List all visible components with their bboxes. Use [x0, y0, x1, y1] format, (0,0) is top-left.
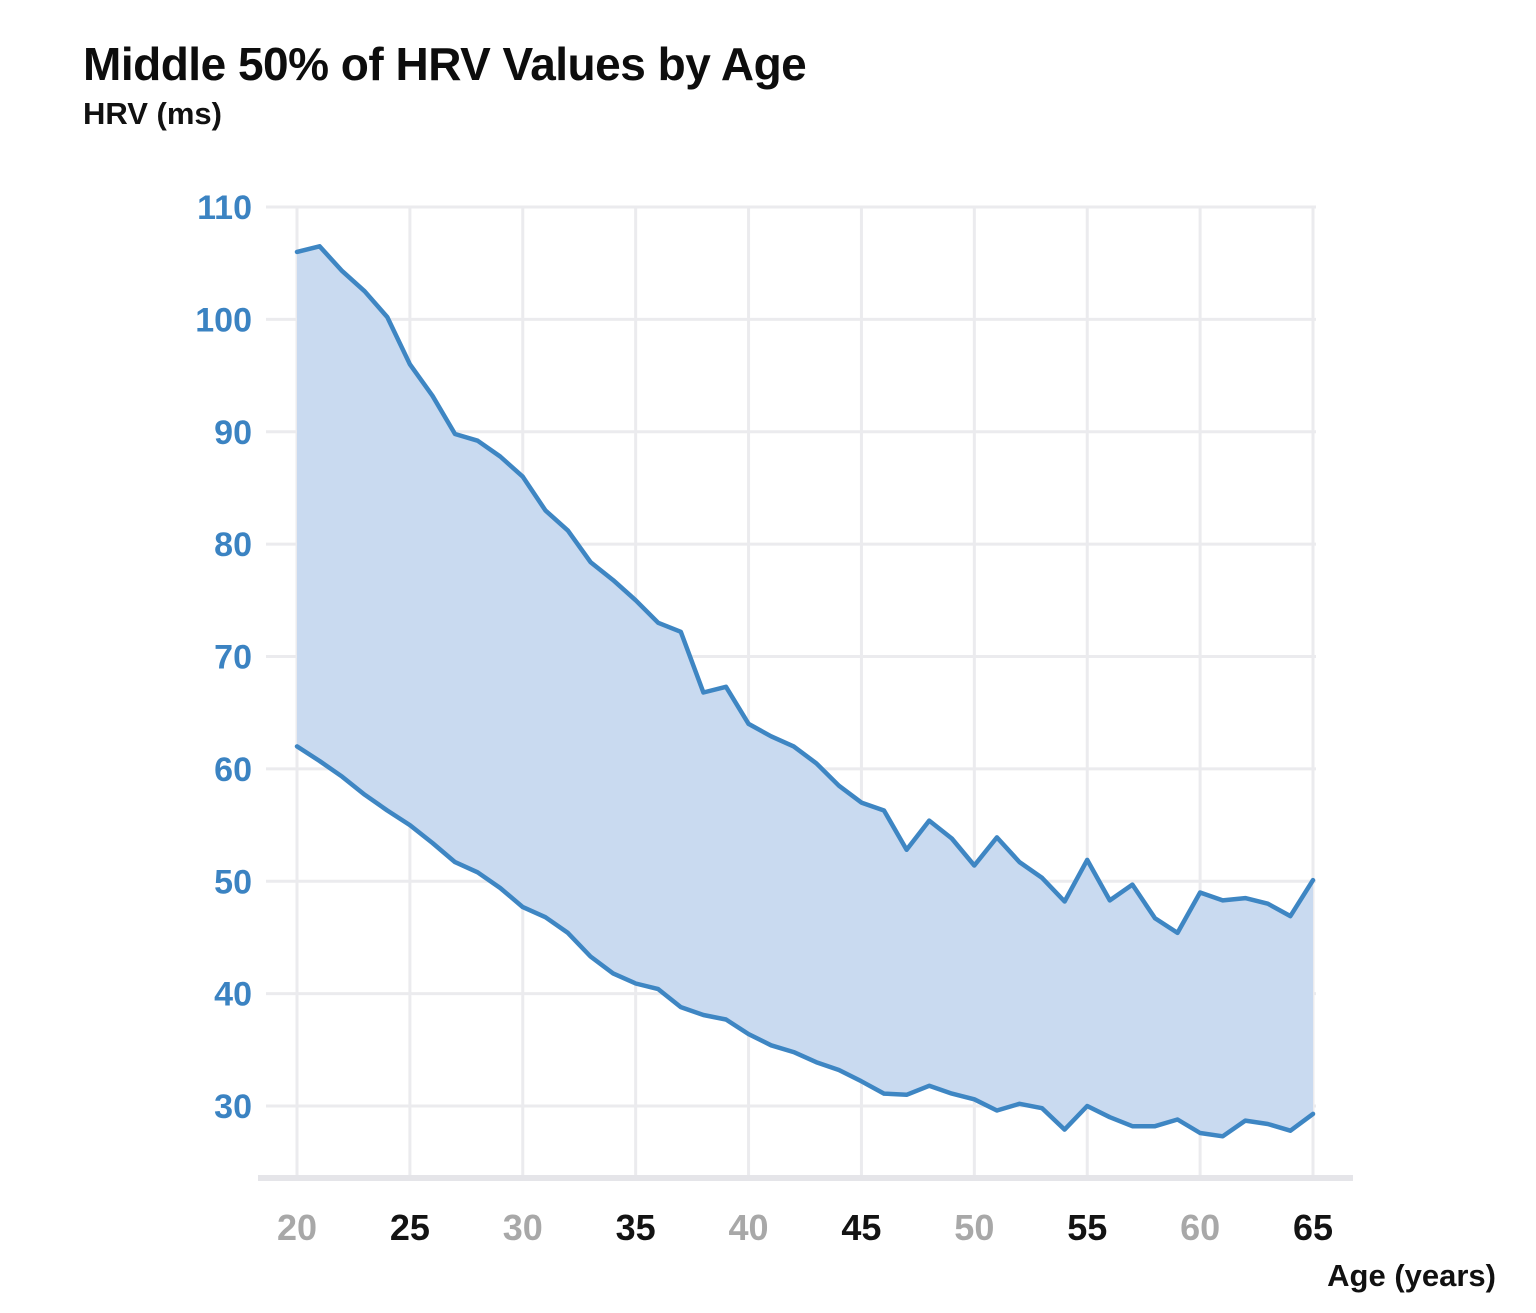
- y-tick-label: 90: [214, 414, 252, 452]
- y-tick-label: 40: [214, 976, 252, 1014]
- y-tick-label: 50: [214, 863, 252, 901]
- x-tick-label: 20: [277, 1207, 317, 1248]
- x-tick-label: 45: [841, 1207, 881, 1248]
- y-tick-label: 60: [214, 751, 252, 789]
- x-tick-label: 50: [954, 1207, 994, 1248]
- y-tick-label: 30: [214, 1088, 252, 1126]
- x-axis-label: Age (years): [1327, 1258, 1496, 1293]
- x-tick-label: 65: [1293, 1207, 1333, 1248]
- upper-bound-line: [294, 244, 1316, 936]
- y-tick-label: 100: [195, 301, 252, 339]
- x-tick-label: 40: [729, 1207, 769, 1248]
- lower-bound-line: [294, 744, 1316, 1139]
- y-tick-label: 70: [214, 639, 252, 677]
- y-tick-label: 80: [214, 526, 252, 564]
- x-tick-label: 35: [616, 1207, 656, 1248]
- y-axis-label: HRV (ms): [83, 96, 222, 131]
- x-tick-label: 25: [390, 1207, 430, 1248]
- y-tick-label: 110: [197, 189, 252, 227]
- iqr-band: [297, 246, 1313, 1137]
- x-tick-label: 60: [1180, 1207, 1220, 1248]
- x-tick-label: 30: [503, 1207, 543, 1248]
- x-tick-label: 55: [1067, 1207, 1107, 1248]
- chart-title: Middle 50% of HRV Values by Age: [83, 37, 807, 90]
